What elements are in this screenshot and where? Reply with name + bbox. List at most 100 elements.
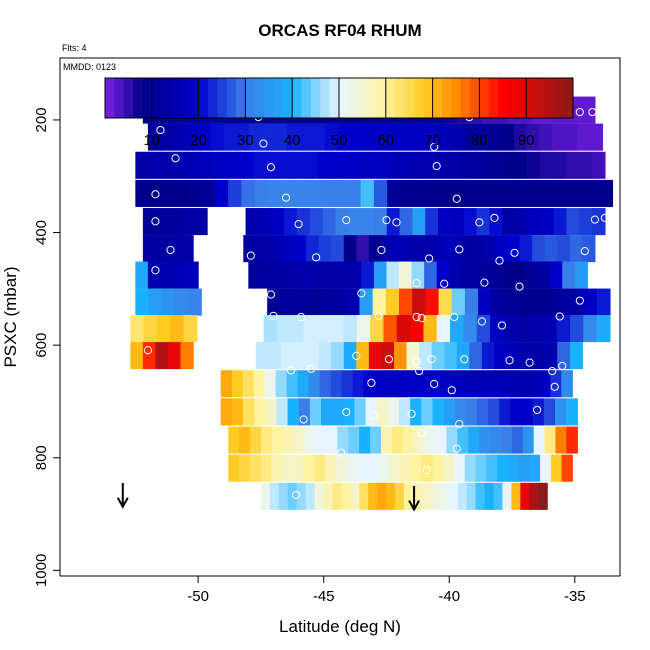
heatmap-cell (393, 342, 408, 370)
heatmap-cell (174, 288, 189, 316)
sample-point (525, 358, 534, 367)
heatmap-cell (438, 123, 452, 151)
heatmap-cell (436, 315, 451, 343)
heatmap-cell (555, 398, 567, 426)
heatmap-cell (596, 288, 611, 316)
heatmap-cell (299, 123, 313, 151)
heatmap-cell (524, 261, 538, 289)
heatmap-cell (419, 235, 433, 263)
colorbar-segment (470, 78, 480, 118)
heatmap-cell (544, 342, 558, 370)
heatmap-cell (362, 123, 376, 151)
heatmap-cell (532, 398, 545, 426)
heatmap-cell (142, 342, 157, 370)
heatmap-cell (512, 261, 526, 289)
heatmap-cell (332, 398, 344, 426)
heatmap-cell (143, 315, 158, 343)
heatmap-cell (502, 482, 512, 510)
sample-point (510, 248, 519, 257)
colorbar-segment (310, 78, 321, 118)
heatmap-cell (293, 342, 307, 370)
heatmap-cell (174, 151, 189, 179)
heatmap-cell (296, 482, 307, 510)
heatmap-cell (549, 261, 563, 289)
heatmap-cell (431, 342, 445, 370)
heatmap-cell (386, 261, 400, 289)
sample-point (269, 311, 278, 320)
heatmap-cell (323, 482, 334, 510)
heatmap-cell (448, 482, 459, 510)
heatmap-cell (391, 426, 404, 454)
heatmap-cell (404, 482, 414, 510)
sample-point (143, 346, 152, 355)
heatmap-cell (435, 151, 449, 179)
colorbar-segment (226, 78, 237, 118)
heatmap-cell (334, 179, 348, 207)
heatmap-cell (260, 426, 273, 454)
heatmap-cell (464, 454, 477, 482)
heatmap-cell (520, 482, 530, 510)
heatmap-cell (365, 398, 378, 426)
heatmap-cell (424, 261, 438, 289)
sample-point (352, 351, 361, 360)
colorbar-segment (179, 78, 190, 118)
colorbar-segment (142, 78, 153, 118)
colorbar-segment (189, 78, 200, 118)
heatmap-cell (214, 179, 229, 207)
heatmap-cell (413, 123, 427, 151)
colorbar-segment (217, 78, 228, 118)
heatmap-cell (476, 123, 490, 151)
heatmap-cell (410, 315, 425, 343)
heatmap-cell (361, 261, 375, 289)
heatmap-cell (298, 398, 311, 426)
heatmap-cell (529, 454, 541, 482)
heatmap-cell (402, 426, 415, 454)
heatmap-cell (574, 261, 588, 289)
heatmap-cell (361, 208, 375, 236)
sample-point (412, 312, 421, 322)
arrow-head (408, 500, 420, 512)
heatmap-cell (484, 370, 496, 398)
heatmap-cell (380, 426, 393, 454)
sample-point (430, 379, 439, 389)
heatmap-cell (293, 426, 306, 454)
heatmap-cell (465, 398, 478, 426)
x-axis-label: Latitude (deg N) (279, 617, 401, 636)
colorbar-segment (339, 78, 349, 118)
heatmap-cell (526, 123, 540, 151)
heatmap-cell (236, 123, 250, 151)
colorbar-segment (357, 78, 368, 118)
heatmap-cell (565, 151, 580, 179)
colorbar-segment (273, 78, 284, 118)
heatmap-cell (519, 342, 533, 370)
heatmap-cell (543, 398, 556, 426)
heatmap-cell (583, 315, 598, 343)
heatmap-cell (248, 261, 262, 289)
heatmap-cell (356, 342, 370, 370)
heatmap-cell (274, 123, 288, 151)
heatmap-cell (130, 315, 145, 343)
heatmap-cell (378, 454, 391, 482)
heatmap-cell (538, 482, 548, 510)
heatmap-cell (381, 235, 395, 263)
heatmap-cell (443, 454, 455, 482)
colorbar-tick-label: 30 (237, 132, 254, 149)
colorbar-segment (292, 78, 303, 118)
heatmap-cell (396, 151, 410, 179)
sample-point (575, 107, 584, 117)
heatmap-cell (385, 370, 398, 398)
heatmap-cell (500, 426, 513, 454)
colorbar-tick-label: 90 (518, 132, 535, 149)
heatmap-cell (517, 370, 529, 398)
heatmap-cell (228, 179, 242, 207)
heatmap-cell (231, 398, 244, 426)
sample-point (307, 364, 316, 373)
sample-point (342, 408, 351, 417)
chart-title: ORCAS RF04 RHUM (258, 21, 421, 40)
heatmap-cell (438, 288, 453, 316)
heatmap-cell (260, 482, 271, 510)
heatmap-cell (551, 123, 566, 151)
heatmap-cell (318, 342, 332, 370)
heatmap-cell (305, 482, 316, 510)
heatmap-cell (553, 208, 568, 236)
